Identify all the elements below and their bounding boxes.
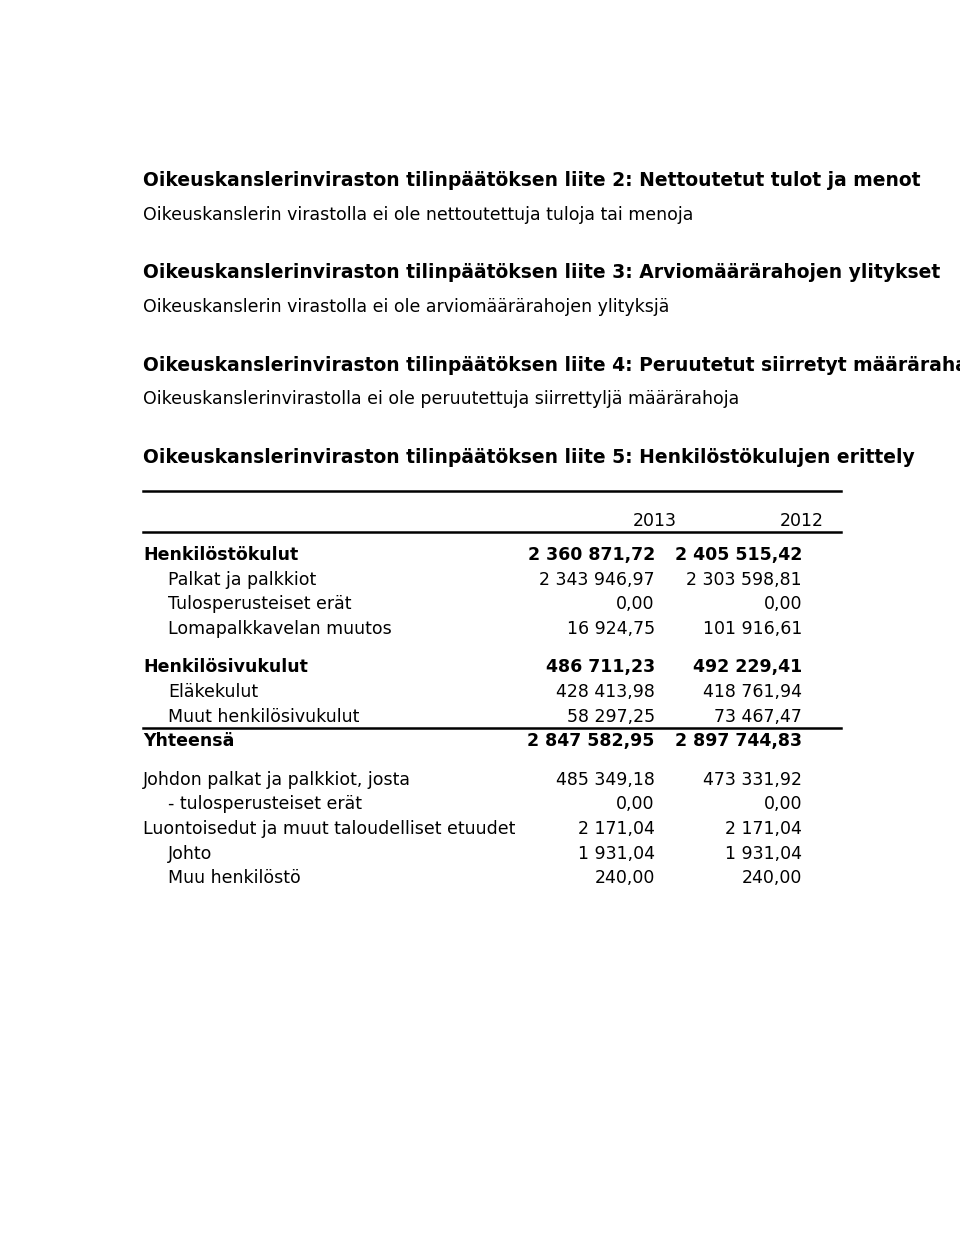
Text: 73 467,47: 73 467,47 [714, 707, 802, 726]
Text: Henkilösivukulut: Henkilösivukulut [143, 658, 308, 676]
Text: 2 360 871,72: 2 360 871,72 [527, 546, 655, 564]
Text: 0,00: 0,00 [616, 795, 655, 814]
Text: 58 297,25: 58 297,25 [566, 707, 655, 726]
Text: Johto: Johto [168, 845, 212, 862]
Text: 2 171,04: 2 171,04 [578, 820, 655, 838]
Text: Oikeuskanslerinviraston tilinpäätöksen liite 4: Peruutetut siirretyt määrärahat: Oikeuskanslerinviraston tilinpäätöksen l… [143, 356, 960, 375]
Text: Eläkekulut: Eläkekulut [168, 683, 258, 701]
Text: 486 711,23: 486 711,23 [545, 658, 655, 676]
Text: Oikeuskanslerin virastolla ei ole arviomäärärahojen ylityksjä: Oikeuskanslerin virastolla ei ole arviom… [143, 299, 670, 316]
Text: 0,00: 0,00 [763, 795, 802, 814]
Text: 2012: 2012 [780, 512, 824, 530]
Text: Oikeuskanslerin virastolla ei ole nettoutettuja tuloja tai menoja: Oikeuskanslerin virastolla ei ole nettou… [143, 206, 694, 224]
Text: 2 847 582,95: 2 847 582,95 [527, 732, 655, 751]
Text: 473 331,92: 473 331,92 [703, 771, 802, 789]
Text: Muut henkilösivukulut: Muut henkilösivukulut [168, 707, 359, 726]
Text: Oikeuskanslerinviraston tilinpäätöksen liite 5: Henkilöstökulujen erittely: Oikeuskanslerinviraston tilinpäätöksen l… [143, 449, 915, 467]
Text: Johdon palkat ja palkkiot, josta: Johdon palkat ja palkkiot, josta [143, 771, 411, 789]
Text: 2 405 515,42: 2 405 515,42 [675, 546, 802, 564]
Text: 418 761,94: 418 761,94 [703, 683, 802, 701]
Text: Palkat ja palkkiot: Palkat ja palkkiot [168, 571, 316, 589]
Text: Luontoisedut ja muut taloudelliset etuudet: Luontoisedut ja muut taloudelliset etuud… [143, 820, 516, 838]
Text: 0,00: 0,00 [763, 595, 802, 613]
Text: Yhteensä: Yhteensä [143, 732, 234, 751]
Text: 1 931,04: 1 931,04 [578, 845, 655, 862]
Text: 485 349,18: 485 349,18 [556, 771, 655, 789]
Text: Oikeuskanslerinvirastolla ei ole peruutettuja siirrettyljä määrärahoja: Oikeuskanslerinvirastolla ei ole peruute… [143, 390, 739, 409]
Text: 2 171,04: 2 171,04 [725, 820, 802, 838]
Text: 101 916,61: 101 916,61 [703, 620, 802, 638]
Text: 2 343 946,97: 2 343 946,97 [540, 571, 655, 589]
Text: Lomapalkkavelan muutos: Lomapalkkavelan muutos [168, 620, 392, 638]
Text: 240,00: 240,00 [742, 870, 802, 887]
Text: 0,00: 0,00 [616, 595, 655, 613]
Text: Henkilöstökulut: Henkilöstökulut [143, 546, 299, 564]
Text: Oikeuskanslerinviraston tilinpäätöksen liite 3: Arviomäärärahojen ylitykset: Oikeuskanslerinviraston tilinpäätöksen l… [143, 264, 941, 282]
Text: 492 229,41: 492 229,41 [693, 658, 802, 676]
Text: Tulosperusteiset erät: Tulosperusteiset erät [168, 595, 351, 613]
Text: Oikeuskanslerinviraston tilinpäätöksen liite 2: Nettoutetut tulot ja menot: Oikeuskanslerinviraston tilinpäätöksen l… [143, 171, 921, 190]
Text: 2013: 2013 [633, 512, 677, 530]
Text: 1 931,04: 1 931,04 [725, 845, 802, 862]
Text: - tulosperusteiset erät: - tulosperusteiset erät [168, 795, 362, 814]
Text: 16 924,75: 16 924,75 [566, 620, 655, 638]
Text: 2 303 598,81: 2 303 598,81 [686, 571, 802, 589]
Text: Muu henkilöstö: Muu henkilöstö [168, 870, 300, 887]
Text: 240,00: 240,00 [594, 870, 655, 887]
Text: 428 413,98: 428 413,98 [556, 683, 655, 701]
Text: 2 897 744,83: 2 897 744,83 [675, 732, 802, 751]
